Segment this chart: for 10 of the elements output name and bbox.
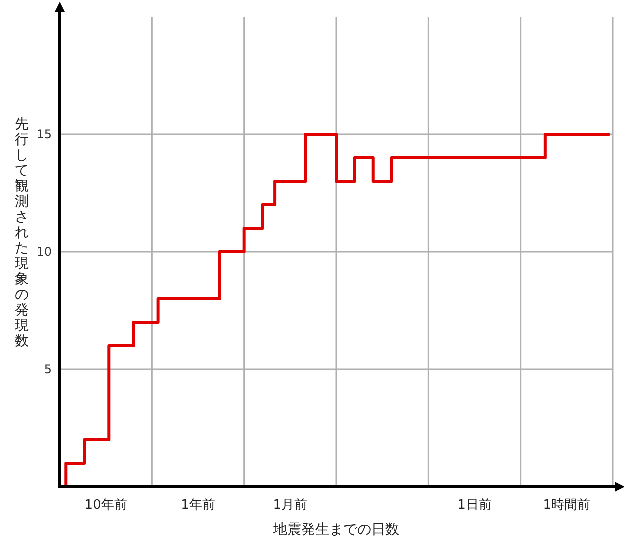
y-tick-label: 10: [36, 245, 52, 259]
y-tick-label: 5: [44, 362, 52, 376]
x-tick-label: 1時間前: [543, 498, 591, 513]
x-tick-label: 1年前: [181, 498, 216, 513]
x-tick-label: 1日前: [458, 498, 492, 513]
y-tick-label: 15: [36, 128, 52, 142]
text: 先行して観測された現象の発現数: [15, 116, 29, 350]
x-tick-label: 1月前: [273, 498, 308, 513]
x-axis-title: 地震発生までの日数: [272, 522, 400, 538]
x-tick-label: 10年前: [84, 498, 128, 513]
